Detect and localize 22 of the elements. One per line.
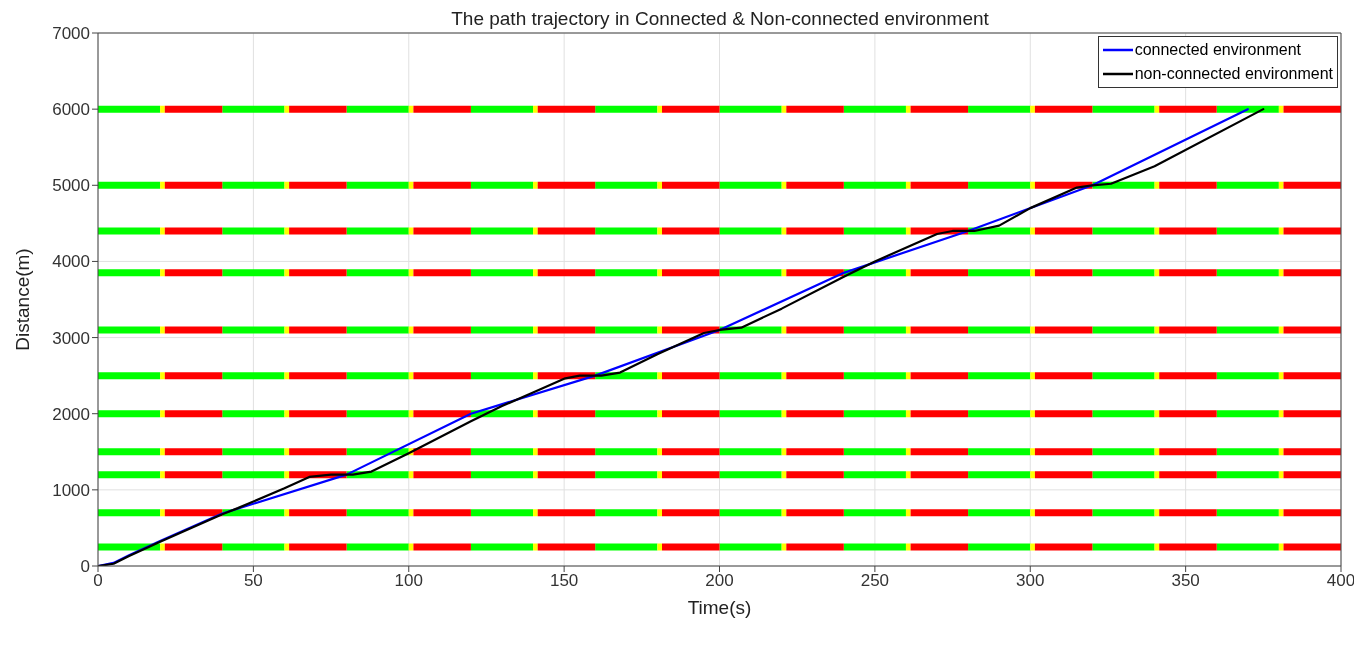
x-tick-label: 250 — [860, 571, 890, 591]
x-tick-label: 200 — [705, 571, 734, 591]
x-tick-label: 350 — [1171, 571, 1200, 591]
y-tick-label: 3000 — [52, 328, 90, 348]
y-tick-label: 6000 — [52, 100, 90, 120]
y-tick-label: 1000 — [52, 480, 90, 500]
x-tick-label: 0 — [93, 571, 103, 591]
y-tick-label: 5000 — [52, 176, 90, 196]
y-tick-label: 7000 — [52, 24, 90, 44]
legend-label: connected environment — [1134, 40, 1301, 60]
x-tick-label: 50 — [243, 571, 263, 591]
x-tick-label: 150 — [549, 571, 579, 591]
x-axis-title: Time(s) — [687, 597, 752, 618]
y-tick-label: 4000 — [52, 252, 90, 272]
y-tick-label: 0 — [80, 557, 90, 577]
x-tick-label: 100 — [394, 571, 423, 591]
y-axis-title: Distance(m) — [11, 248, 33, 351]
chart-title: The path trajectory in Connected & Non-connected environment — [450, 8, 990, 30]
x-tick-label: 400 — [1326, 571, 1356, 591]
y-tick-label: 2000 — [52, 404, 90, 424]
legend-label: non-connected environment — [1134, 64, 1333, 84]
x-tick-label: 300 — [1016, 571, 1045, 591]
